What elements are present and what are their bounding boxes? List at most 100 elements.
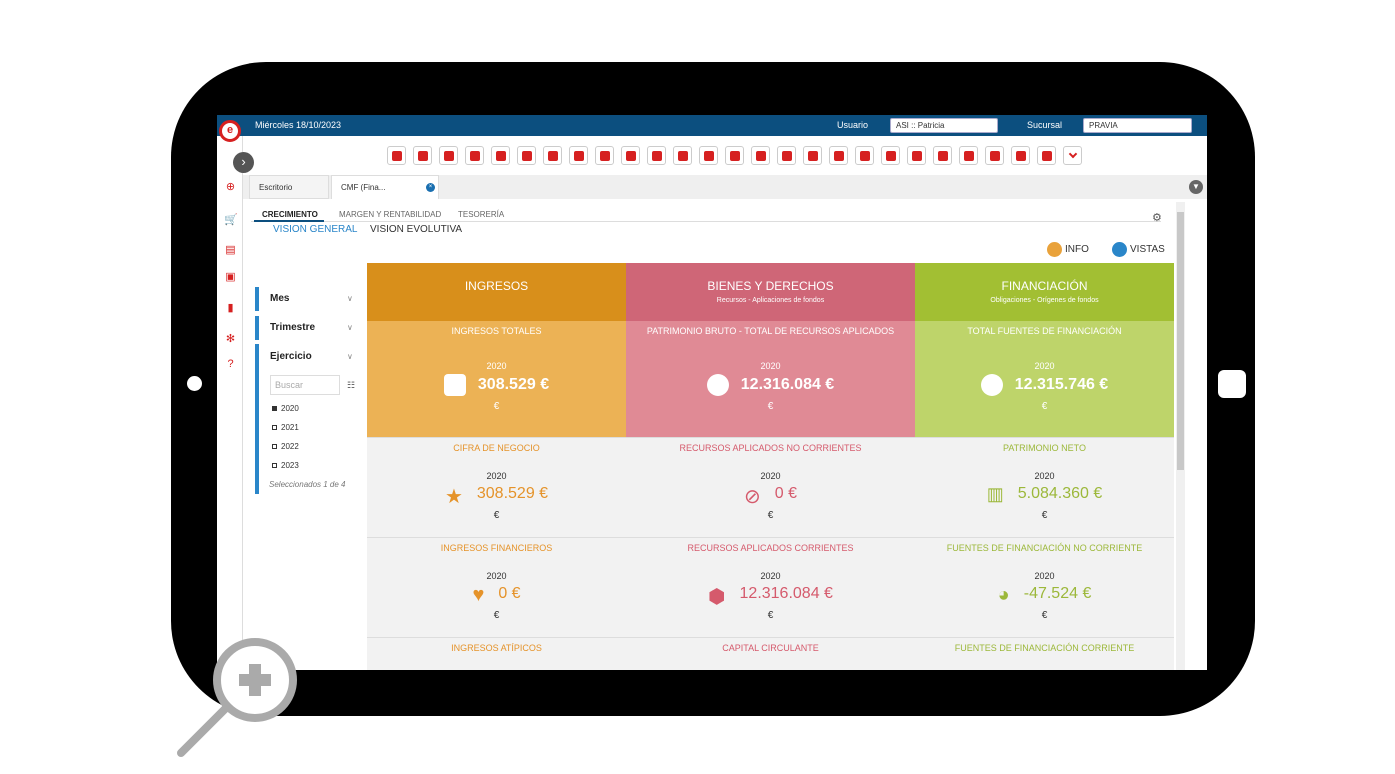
branch-label: Sucursal: [1027, 120, 1063, 130]
toolbar-more-chevron-icon[interactable]: [1063, 146, 1082, 165]
toolbar-button-11[interactable]: [647, 146, 666, 165]
info-button[interactable]: INFO: [1047, 242, 1089, 257]
user-field[interactable]: ASI :: Patricia: [890, 118, 998, 133]
toolbar-button-25[interactable]: [1011, 146, 1030, 165]
toolbar-button-22[interactable]: [933, 146, 952, 165]
card-ingresos-totales[interactable]: INGRESOS TOTALES 2020 308.529 € €: [367, 321, 626, 437]
option-2020[interactable]: 2020: [272, 404, 299, 413]
option-label: 2020: [281, 404, 299, 413]
chevron-down-icon[interactable]: ∨: [347, 352, 353, 361]
toolbar-button-8[interactable]: [569, 146, 588, 165]
option-2021[interactable]: 2021: [272, 423, 299, 432]
tab-margen[interactable]: MARGEN Y RENTABILIDAD: [339, 210, 442, 219]
card-fuentes-no-corriente[interactable]: FUENTES DE FINANCIACIÓN NO CORRIENTE 202…: [915, 537, 1174, 637]
card-patrimonio-bruto[interactable]: PATRIMONIO BRUTO - TOTAL DE RECURSOS APL…: [626, 321, 915, 437]
card-value-row: ♥ 0 €: [367, 584, 626, 606]
card-year: 2020: [1034, 361, 1055, 371]
toolbar-button-13[interactable]: [699, 146, 718, 165]
toolbar-button-6[interactable]: [517, 146, 536, 165]
tab-tesoreria[interactable]: TESORERÍA: [458, 210, 505, 219]
toolbar-button-19[interactable]: [855, 146, 874, 165]
filter-accent-bar: [255, 316, 259, 340]
checkbox-icon[interactable]: [272, 406, 277, 412]
toolbar-button-21[interactable]: [907, 146, 926, 165]
toolbar-button-10[interactable]: [621, 146, 640, 165]
toolbar-button-14[interactable]: [725, 146, 744, 165]
filter-ejercicio[interactable]: Ejercicio: [270, 351, 312, 362]
close-tab-icon[interactable]: ×: [426, 183, 435, 192]
tab-crecimiento[interactable]: CRECIMIENTO: [262, 210, 318, 219]
card-value-row: ⊘ 0 €: [626, 484, 915, 508]
toolbar-button-7[interactable]: [543, 146, 562, 165]
toolbar-button-18[interactable]: [829, 146, 848, 165]
gear-icon[interactable]: ✻: [225, 333, 236, 345]
chart-icon[interactable]: ▮: [227, 302, 234, 314]
scrollbar-thumb[interactable]: [1177, 212, 1184, 470]
toolbar-button-3[interactable]: [439, 146, 458, 165]
vistas-button[interactable]: VISTAS: [1112, 242, 1165, 257]
signal-bars-icon: [443, 374, 466, 396]
kpi-grid: INGRESOS INGRESOS TOTALES 2020 308.529 €…: [367, 263, 1174, 670]
card-recursos-no-corrientes[interactable]: RECURSOS APLICADOS NO CORRIENTES 2020 ⊘ 0…: [626, 437, 915, 537]
tab-vision-evolutiva[interactable]: VISION EVOLUTIVA: [370, 224, 463, 235]
tab-escritorio-label: Escritorio: [259, 183, 293, 192]
chevron-down-icon[interactable]: ∨: [347, 294, 353, 303]
filter-search-input[interactable]: Buscar: [270, 375, 340, 395]
checkbox-icon[interactable]: [272, 425, 277, 431]
toolbar-button-20[interactable]: [881, 146, 900, 165]
toolbar-button-24[interactable]: [985, 146, 1004, 165]
card-recursos-corrientes[interactable]: RECURSOS APLICADOS CORRIENTES 2020 ⬢ 12.3…: [626, 537, 915, 637]
date-text: Miércoles 18/10/2023: [255, 120, 342, 130]
checkbox-icon[interactable]: [272, 463, 277, 469]
toolbar-button-5[interactable]: [491, 146, 510, 165]
checkbox-icon[interactable]: [272, 444, 277, 450]
card-ingresos-financieros[interactable]: INGRESOS FINANCIEROS 2020 ♥ 0 € €: [367, 537, 626, 637]
card-fuentes-corriente[interactable]: FUENTES DE FINANCIACIÓN CORRIENTE: [915, 637, 1174, 670]
expand-sidebar-button[interactable]: ›: [233, 152, 254, 173]
document-icon[interactable]: ▤: [225, 244, 236, 256]
lifebuoy-icon: [980, 374, 1003, 396]
pie-chart-icon: ◕: [997, 584, 1010, 606]
toolbar-button-12[interactable]: [673, 146, 692, 165]
toolbar-button-16[interactable]: [777, 146, 796, 165]
collapse-chevron-icon[interactable]: ▼: [1189, 180, 1203, 194]
help-icon[interactable]: ?: [227, 358, 234, 370]
toolbar-button-9[interactable]: [595, 146, 614, 165]
tab-vision-general[interactable]: VISION GENERAL: [273, 224, 358, 235]
chevron-down-icon[interactable]: ∨: [347, 323, 353, 332]
settings-gear-icon[interactable]: ⚙: [1152, 212, 1162, 224]
toolbar-button-17[interactable]: [803, 146, 822, 165]
option-2022[interactable]: 2022: [272, 442, 299, 451]
card-total-fuentes[interactable]: TOTAL FUENTES DE FINANCIACIÓN 2020 12.31…: [915, 321, 1174, 437]
card-ingresos-atipicos[interactable]: INGRESOS ATÍPICOS: [367, 637, 626, 670]
toolbar-button-4[interactable]: [465, 146, 484, 165]
filter-trimestre[interactable]: Trimestre: [270, 322, 316, 333]
card-capital-circulante[interactable]: CAPITAL CIRCULANTE: [626, 637, 915, 670]
app-logo-icon[interactable]: e: [219, 120, 241, 142]
toolbar-button-1[interactable]: [387, 146, 406, 165]
card-patrimonio-neto[interactable]: PATRIMONIO NETO 2020 ▥ 5.084.360 € €: [915, 437, 1174, 537]
sort-icon[interactable]: ☷: [347, 380, 356, 390]
tab-cmf[interactable]: CMF (Fina... ×: [331, 175, 439, 199]
bar-chart-icon: ▥: [986, 484, 1004, 504]
filter-mes[interactable]: Mes: [270, 293, 290, 304]
branch-field[interactable]: PRAVIA: [1083, 118, 1192, 133]
card-value: 308.529 €: [477, 376, 550, 394]
card-unit: €: [767, 610, 774, 621]
add-icon[interactable]: ⊕: [225, 181, 236, 193]
tools-icon[interactable]: ▣: [225, 271, 236, 283]
scrollbar[interactable]: [1176, 202, 1185, 670]
header-title: INGRESOS: [464, 279, 529, 293]
toolbar-button-23[interactable]: [959, 146, 978, 165]
toolbar-button-2[interactable]: [413, 146, 432, 165]
cart-icon[interactable]: 🛒: [224, 214, 238, 226]
option-2023[interactable]: 2023: [272, 461, 299, 470]
eye-icon: [1112, 242, 1127, 257]
toolbar-button-26[interactable]: [1037, 146, 1056, 165]
tab-escritorio[interactable]: Escritorio: [249, 175, 329, 199]
option-label: 2023: [281, 461, 299, 470]
toolbar-button-15[interactable]: [751, 146, 770, 165]
zoom-in-magnifier-icon[interactable]: [176, 636, 301, 761]
card-unit: €: [1041, 401, 1048, 412]
card-cifra-negocio[interactable]: CIFRA DE NEGOCIO 2020 ★ 308.529 € €: [367, 437, 626, 537]
